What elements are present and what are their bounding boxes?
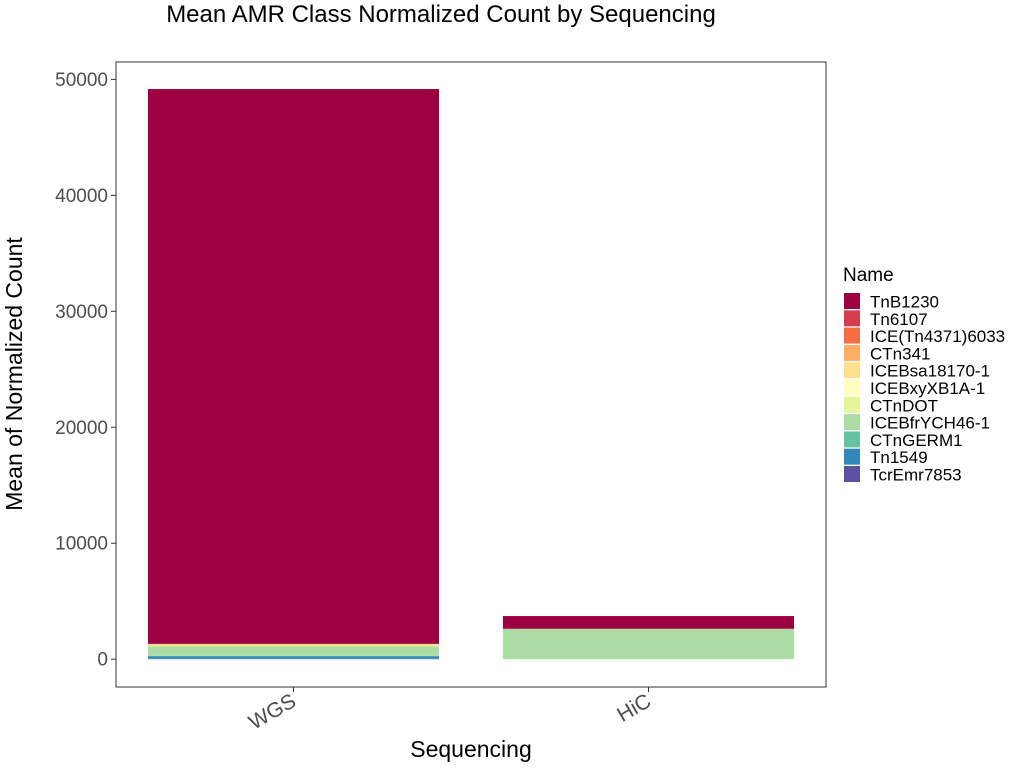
legend-label-icebxyxb1a-1: ICEBxyXB1A-1 bbox=[870, 379, 985, 398]
legend-label-ctngerm1: CTnGERM1 bbox=[870, 431, 963, 450]
legend-swatch-tnb1230 bbox=[844, 293, 860, 309]
x-axis-title: Sequencing bbox=[410, 736, 532, 762]
legend-label-tn6107: Tn6107 bbox=[870, 310, 928, 329]
y-axis-title: Mean of Normalized Count bbox=[1, 237, 27, 511]
legend-swatch-tn6107 bbox=[844, 310, 860, 327]
legend-label-icebfrych46-1: ICEBfrYCH46-1 bbox=[870, 414, 990, 433]
legend-label-ctndot: CTnDOT bbox=[870, 396, 938, 415]
legend: Name TnB1230Tn6107ICE(Tn4371)6033CTn341I… bbox=[843, 265, 1005, 485]
bar-wgs-icebfrych46-1 bbox=[147, 646, 440, 656]
legend-swatch-icebfrych46-1 bbox=[844, 414, 860, 431]
legend-title: Name bbox=[843, 265, 894, 286]
x-tick-label-wgs: WGS bbox=[245, 689, 300, 734]
y-tick-label-50000: 50000 bbox=[55, 70, 108, 91]
legend-swatch-icebxyxb1a-1 bbox=[844, 379, 860, 396]
legend-swatch-ctngerm1 bbox=[844, 431, 860, 448]
legend-label-tcremr7853: TcrEmr7853 bbox=[870, 466, 962, 485]
bar-hic-tnb1230 bbox=[502, 616, 795, 629]
legend-swatch-ctndot bbox=[844, 396, 860, 413]
legend-label-tn1549: Tn1549 bbox=[870, 448, 928, 467]
legend-swatch-ctn341 bbox=[844, 344, 860, 361]
legend-swatch-tn1549 bbox=[844, 448, 860, 465]
y-tick-label-0: 0 bbox=[97, 650, 108, 671]
legend-label-icebsa18170-1: ICEBsa18170-1 bbox=[870, 362, 990, 381]
legend-label-ice-tn4371-6033: ICE(Tn4371)6033 bbox=[870, 327, 1005, 346]
bar-hic-icebfrych46-1 bbox=[502, 628, 795, 660]
y-tick-label-10000: 10000 bbox=[55, 534, 108, 555]
legend-label-tnb1230: TnB1230 bbox=[870, 293, 939, 312]
legend-swatch-icebsa18170-1 bbox=[844, 362, 860, 379]
legend-label-ctn341: CTn341 bbox=[870, 344, 930, 363]
legend-swatch-tcremr7853 bbox=[844, 466, 860, 482]
x-axis: WGS HiC bbox=[245, 687, 655, 734]
y-axis: 0 10000 20000 30000 40000 50000 bbox=[55, 70, 116, 671]
bar-wgs-icebsa18170-1 bbox=[147, 643, 440, 647]
y-tick-label-40000: 40000 bbox=[55, 186, 108, 207]
bar-wgs-tnb1230 bbox=[147, 89, 440, 644]
legend-swatch-ice-tn4371-6033 bbox=[844, 327, 860, 344]
bar-wgs-tn1549 bbox=[147, 656, 440, 659]
y-tick-label-20000: 20000 bbox=[55, 418, 108, 439]
y-tick-label-30000: 30000 bbox=[55, 302, 108, 323]
bar-stacks bbox=[147, 89, 795, 660]
chart-title: Mean AMR Class Normalized Count by Seque… bbox=[166, 1, 716, 28]
x-tick-label-hic: HiC bbox=[613, 689, 655, 726]
bar-wgs-ctngerm1 bbox=[147, 655, 440, 657]
